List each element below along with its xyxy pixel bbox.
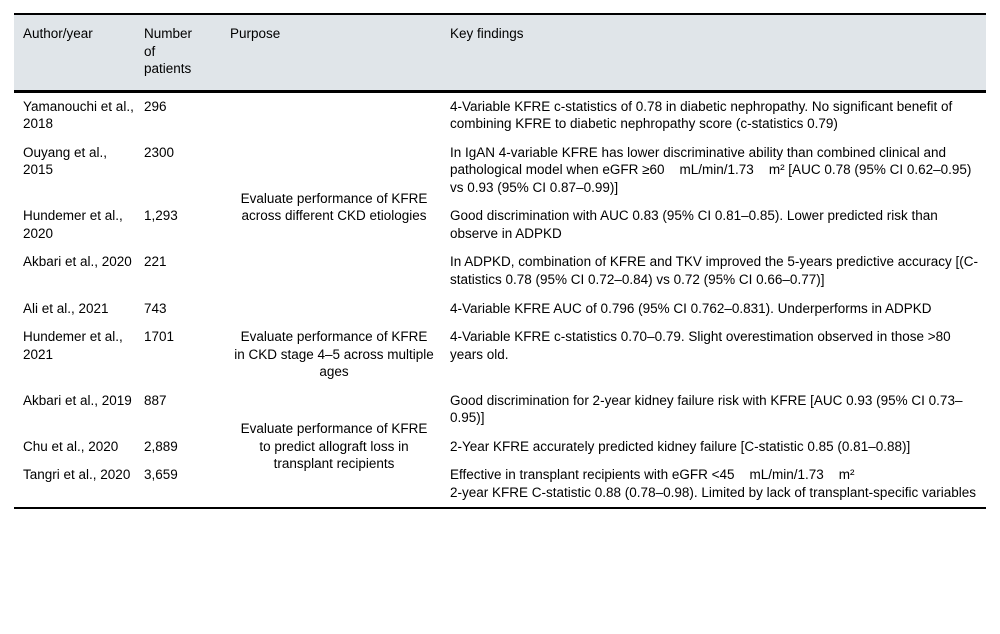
patients-cell: 887	[144, 392, 167, 408]
patients-cell: 221	[144, 254, 167, 270]
author-cell: Ali et al., 2021	[23, 300, 109, 316]
findings-cell: Good discrimination for 2-year kidney fa…	[450, 392, 963, 426]
author-cell: Ouyang et al., 2015	[23, 144, 108, 178]
col-header-findings: Key findings	[450, 14, 986, 93]
findings-cell: Effective in transplant recipients with …	[450, 467, 976, 500]
patients-cell: 3,659	[144, 467, 178, 483]
col-header-purpose: Purpose	[230, 14, 450, 93]
findings-cell: In IgAN 4-variable KFRE has lower discri…	[450, 144, 976, 195]
findings-cell: Good discrimination with AUC 0.83 (95% C…	[450, 208, 942, 241]
col-header-patients: Number of patients	[144, 14, 230, 93]
author-cell: Chu et al., 2020	[23, 438, 119, 454]
table-row: Ouyang et al., 2015 2300 In IgAN 4-varia…	[14, 139, 986, 203]
purpose-cell: Evaluate performance of KFRE in CKD stag…	[234, 329, 434, 380]
table-row: Chu et al., 2020 2,889 2-Year KFRE accur…	[14, 433, 986, 462]
purpose-cell: Evaluate performance of KFRE to predict …	[240, 421, 428, 472]
table-header: Author/year Number of patients Purpose K…	[14, 14, 986, 93]
table-body: Yamanouchi et al., 2018 296 Evaluate per…	[14, 91, 986, 508]
findings-cell: In ADPKD, combination of KFRE and TKV im…	[450, 254, 978, 288]
findings-cell: 4-Variable KFRE c-statistics of 0.78 in …	[450, 98, 957, 132]
patients-cell: 743	[144, 300, 167, 316]
author-cell: Tangri et al., 2020	[23, 467, 131, 483]
table-row: Hundemer et al., 2020 1,293 Good discrim…	[14, 202, 986, 248]
table-row: Akbari et al., 2019 887 Evaluate perform…	[14, 387, 986, 472]
author-cell: Hundemer et al., 2020	[23, 208, 123, 241]
author-cell: Akbari et al., 2019	[23, 392, 132, 408]
patients-cell: 296	[144, 98, 167, 114]
patients-cell: 2,889	[144, 438, 178, 454]
author-cell: Hundemer et al., 2021	[23, 329, 123, 362]
patients-cell: 1,293	[144, 208, 178, 224]
studies-table: Author/year Number of patients Purpose K…	[14, 13, 986, 510]
table-row: Yamanouchi et al., 2018 296 Evaluate per…	[14, 91, 986, 224]
patients-cell: 2300	[144, 144, 175, 160]
col-header-author: Author/year	[14, 14, 144, 93]
findings-cell: 2-Year KFRE accurately predicted kidney …	[450, 438, 911, 454]
table-header-row: Author/year Number of patients Purpose K…	[14, 14, 986, 93]
table-row: Ali et al., 2021 743 4-Variable KFRE AUC…	[14, 295, 986, 324]
author-cell: Yamanouchi et al., 2018	[23, 98, 134, 132]
purpose-cell: Evaluate performance of KFRE across diff…	[240, 190, 428, 224]
findings-cell: 4-Variable KFRE AUC of 0.796 (95% CI 0.7…	[450, 300, 932, 316]
author-cell: Akbari et al., 2020	[23, 254, 132, 270]
patients-cell: 1701	[144, 329, 175, 345]
findings-cell: 4-Variable KFRE c-statistics 0.70–0.79. …	[450, 329, 955, 362]
table-row: Tangri et al., 2020 3,659 Effective in t…	[14, 461, 986, 508]
table-row: Hundemer et al., 2021 1701 Evaluate perf…	[14, 323, 986, 387]
table-row: Akbari et al., 2020 221 In ADPKD, combin…	[14, 248, 986, 294]
